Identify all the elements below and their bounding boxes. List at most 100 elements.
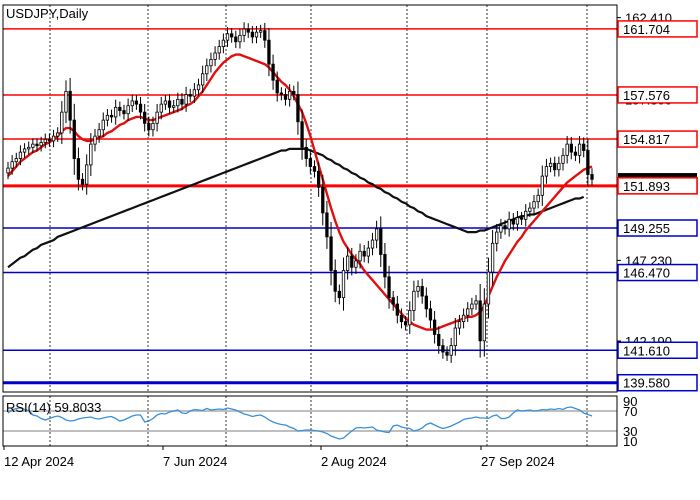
candle-128	[536, 188, 540, 209]
candle-140	[586, 138, 590, 187]
candle-73	[308, 151, 312, 174]
candle-1	[10, 155, 14, 175]
candle-88	[370, 232, 375, 256]
rsi-tick-3: 10	[623, 434, 637, 449]
candle-body-108	[453, 327, 457, 347]
candle-body-27	[118, 106, 122, 111]
candle-body-59	[250, 31, 255, 38]
candle-25	[109, 109, 114, 123]
candle-body-80	[337, 290, 341, 299]
candle-24	[105, 109, 110, 127]
candle-104	[437, 326, 441, 354]
candle-80	[337, 284, 341, 305]
candle-103	[432, 310, 437, 344]
candle-body-89	[374, 228, 379, 241]
candle-139	[582, 137, 586, 158]
level-lines	[3, 28, 617, 385]
candle-94	[395, 295, 399, 324]
candle-body-110	[461, 314, 466, 323]
candle-body-87	[366, 247, 370, 257]
gridlines	[49, 5, 588, 446]
candle-body-57	[242, 28, 246, 36]
candle-28	[122, 104, 126, 120]
candle-body-112	[470, 303, 474, 310]
candle-body-56	[238, 34, 242, 43]
candle-75	[316, 161, 321, 197]
candle-31	[134, 95, 139, 110]
candle-65	[275, 71, 279, 102]
candle-body-16	[72, 119, 76, 159]
candle-body-138	[577, 143, 582, 156]
candle-119	[499, 218, 503, 239]
candle-135	[565, 135, 569, 164]
candle-108	[453, 317, 457, 356]
candle-133	[557, 156, 561, 177]
candles	[6, 22, 594, 363]
level-box-0	[617, 20, 698, 38]
candle-45	[192, 83, 197, 103]
candle-90	[379, 216, 383, 267]
candle-body-117	[490, 242, 495, 273]
candle-116	[486, 257, 491, 319]
candle-body-40	[172, 105, 176, 108]
candle-125	[524, 204, 528, 227]
candle-body-72	[304, 146, 308, 159]
candle-body-33	[143, 111, 147, 124]
candle-101	[424, 287, 428, 318]
candle-body-8	[39, 142, 43, 147]
candle-body-2	[14, 158, 18, 163]
candle-body-123	[515, 217, 520, 225]
candle-body-23	[101, 119, 105, 131]
candle-body-21	[93, 135, 97, 145]
candle-body-28	[122, 110, 126, 115]
candle-body-42	[180, 98, 184, 105]
candle-89	[374, 220, 379, 249]
candle-100	[420, 278, 424, 304]
candle-body-37	[159, 103, 163, 113]
candle-body-105	[441, 345, 445, 353]
candle-body-61	[259, 30, 263, 33]
candle-body-93	[391, 297, 395, 305]
candle-30	[130, 94, 134, 112]
candle-84	[354, 254, 358, 274]
candle-body-130	[544, 166, 549, 177]
level-box-5	[617, 263, 698, 282]
candle-body-124	[519, 217, 524, 220]
candle-body-96	[403, 321, 408, 326]
candle-97	[408, 301, 412, 334]
candle-105	[441, 338, 445, 359]
candle-102	[428, 300, 433, 329]
candle-87	[366, 240, 370, 264]
candle-44	[188, 88, 192, 102]
candle-106	[445, 346, 449, 361]
candle-79	[333, 259, 337, 303]
rsi-tick-1: 70	[623, 404, 637, 419]
candle-body-107	[449, 345, 453, 356]
candle-5	[27, 141, 31, 155]
candle-19	[85, 154, 89, 195]
candle-21	[93, 128, 97, 152]
candle-124	[519, 211, 524, 226]
candle-body-133	[557, 162, 561, 171]
candle-82	[345, 246, 350, 280]
candle-body-73	[308, 158, 312, 167]
candle-body-20	[89, 143, 93, 166]
candle-26	[114, 99, 118, 125]
level-label-3: 151.893	[623, 179, 670, 194]
candle-body-90	[379, 228, 383, 255]
rsi-panel-frame	[2, 395, 618, 447]
candle-52	[221, 33, 226, 54]
candle-120	[503, 219, 507, 235]
candle-77	[325, 200, 329, 249]
candle-6	[31, 138, 35, 154]
candle-130	[544, 158, 549, 184]
candle-51	[217, 39, 221, 60]
candle-body-97	[408, 310, 412, 326]
candle-body-66	[279, 92, 284, 95]
candle-137	[573, 146, 578, 162]
candle-body-101	[424, 295, 428, 310]
candle-99	[416, 280, 420, 298]
candle-56	[238, 28, 242, 49]
candle-70	[296, 81, 300, 135]
candle-body-38	[163, 100, 168, 105]
